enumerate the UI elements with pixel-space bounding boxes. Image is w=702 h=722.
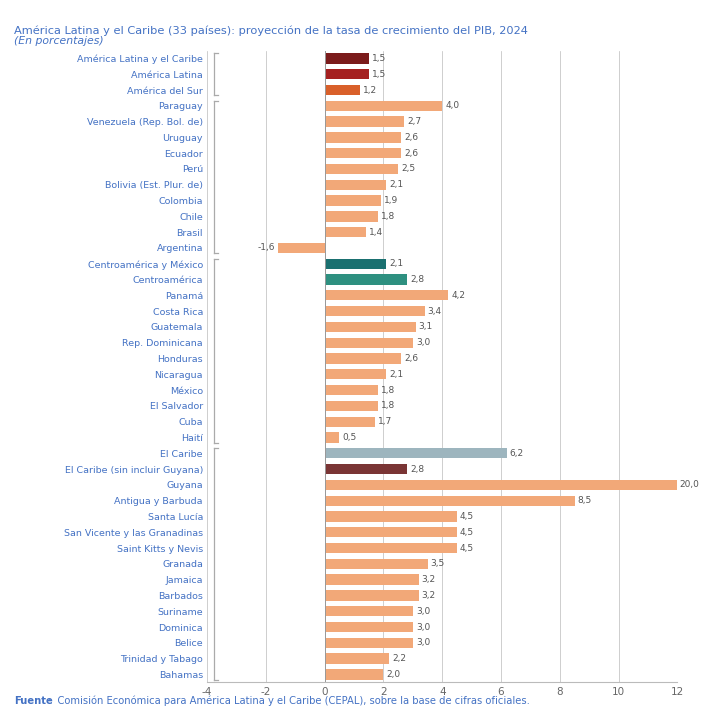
Bar (324, 527, 457, 537)
Bar (324, 212, 378, 222)
Bar (324, 653, 390, 664)
Text: 2,6: 2,6 (404, 149, 418, 157)
Bar (324, 591, 419, 601)
Text: 2,5: 2,5 (401, 165, 415, 173)
Text: 4,5: 4,5 (460, 544, 474, 552)
Bar (324, 495, 574, 506)
Text: 4,2: 4,2 (451, 291, 465, 300)
Bar (324, 322, 416, 332)
Bar (324, 638, 413, 648)
Bar (324, 258, 386, 269)
Text: 1,7: 1,7 (378, 417, 392, 426)
Text: 3,2: 3,2 (422, 575, 436, 584)
Bar (324, 306, 425, 316)
Text: :  Comisión Económica para América Latina y el Caribe (CEPAL), sobre la base de : : Comisión Económica para América Latina… (48, 695, 529, 706)
Text: 2,2: 2,2 (392, 654, 406, 663)
Text: 1,2: 1,2 (363, 85, 377, 95)
Text: 20,0: 20,0 (679, 480, 698, 490)
Text: 2,1: 2,1 (390, 370, 404, 379)
Text: 1,8: 1,8 (380, 212, 395, 221)
Bar (324, 338, 413, 348)
Bar (324, 164, 398, 174)
Text: 1,9: 1,9 (383, 196, 398, 205)
Text: 3,4: 3,4 (428, 307, 442, 316)
Text: 2,0: 2,0 (386, 670, 401, 679)
Text: 0,5: 0,5 (343, 433, 357, 442)
Text: 3,0: 3,0 (416, 622, 430, 632)
Text: 3,0: 3,0 (416, 338, 430, 347)
Text: 8,5: 8,5 (578, 496, 592, 505)
Text: 2,8: 2,8 (410, 464, 424, 474)
Bar (324, 575, 419, 585)
Text: 1,8: 1,8 (380, 401, 395, 410)
Bar (324, 274, 407, 284)
Bar (278, 243, 324, 253)
Bar (324, 432, 339, 443)
Bar (324, 479, 677, 490)
Bar (324, 448, 507, 458)
Bar (324, 53, 369, 64)
Bar (324, 353, 401, 364)
Bar (324, 180, 386, 190)
Bar (324, 417, 375, 427)
Text: 3,1: 3,1 (419, 323, 433, 331)
Text: 3,0: 3,0 (416, 606, 430, 616)
Bar (324, 369, 386, 380)
Text: 3,5: 3,5 (430, 560, 445, 568)
Text: 3,2: 3,2 (422, 591, 436, 600)
Bar (324, 100, 442, 111)
Bar (324, 669, 383, 679)
Text: 2,6: 2,6 (404, 354, 418, 363)
Text: Fuente: Fuente (14, 696, 53, 706)
Text: 2,6: 2,6 (404, 133, 418, 142)
Bar (324, 132, 401, 142)
Bar (324, 196, 380, 206)
Text: (En porcentajes): (En porcentajes) (14, 36, 104, 46)
Text: 1,8: 1,8 (380, 386, 395, 395)
Bar (324, 148, 401, 158)
Bar (324, 559, 428, 569)
Bar (324, 116, 404, 127)
Text: 6,2: 6,2 (510, 449, 524, 458)
Text: 1,5: 1,5 (372, 70, 386, 79)
Bar (324, 464, 407, 474)
Bar (324, 290, 448, 300)
Bar (324, 543, 457, 553)
Bar (324, 606, 413, 617)
Text: 4,5: 4,5 (460, 528, 474, 536)
Bar (324, 85, 360, 95)
Bar (324, 69, 369, 79)
Text: América Latina y el Caribe (33 países): proyección de la tasa de crecimiento del: América Latina y el Caribe (33 países): … (14, 25, 528, 36)
Bar (324, 385, 378, 395)
Bar (324, 511, 457, 521)
Text: 4,0: 4,0 (445, 101, 459, 110)
Bar (324, 401, 378, 411)
Text: 3,0: 3,0 (416, 638, 430, 648)
Bar (324, 479, 668, 490)
Bar (324, 622, 413, 632)
Text: 2,1: 2,1 (390, 259, 404, 269)
Text: 2,1: 2,1 (390, 180, 404, 189)
Text: 1,4: 1,4 (369, 227, 383, 237)
Text: -1,6: -1,6 (257, 243, 274, 253)
Text: 1,5: 1,5 (372, 54, 386, 63)
Text: 2,7: 2,7 (407, 117, 421, 126)
Text: 2,8: 2,8 (410, 275, 424, 284)
Bar (324, 227, 366, 238)
Text: 4,5: 4,5 (460, 512, 474, 521)
